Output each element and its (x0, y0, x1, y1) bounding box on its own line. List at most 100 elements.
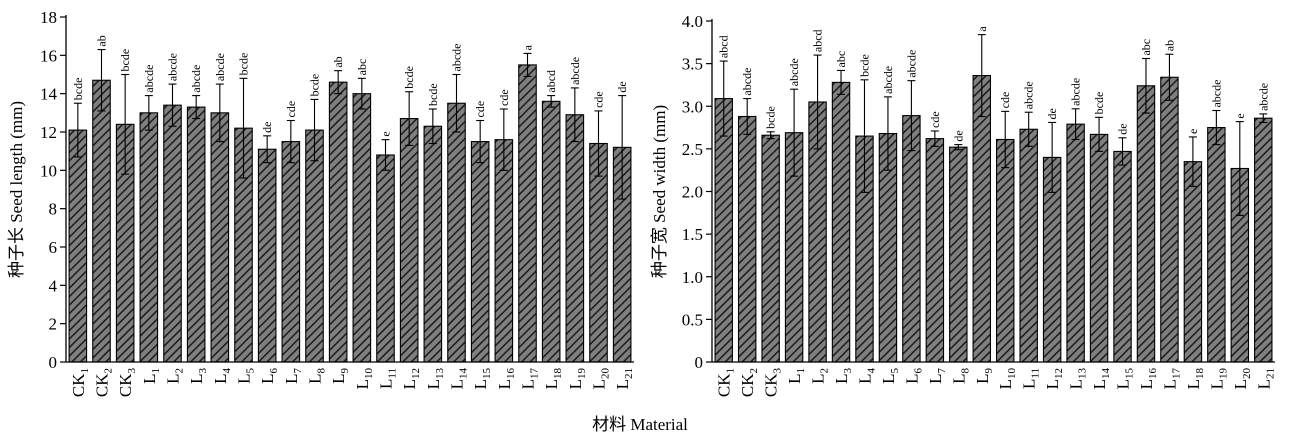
y-tick-label: 12 (40, 123, 57, 142)
significance-label: e (379, 131, 393, 136)
x-tick-subscript: 17 (529, 368, 541, 380)
x-tick-label: L6 (902, 368, 924, 384)
x-tick-main: L (164, 374, 183, 384)
significance-label: abcde (189, 65, 203, 93)
x-tick-label: L20 (1231, 368, 1253, 390)
bar (210, 112, 230, 363)
x-tick-label: L14 (448, 368, 470, 390)
significance-label: abcde (740, 68, 754, 96)
significance-label: abcde (1022, 81, 1036, 109)
significance-label: cde (473, 101, 487, 118)
y-axis-label: 种子宽 Seed width (mm) (650, 105, 669, 278)
x-tick-main: CK (738, 373, 757, 397)
x-tick-main: L (424, 379, 443, 389)
bar (565, 114, 585, 363)
x-tick-main: L (1043, 379, 1062, 389)
x-tick-main: L (1114, 379, 1133, 389)
x-tick-subscript: 4 (221, 368, 233, 374)
x-tick-label: L10 (996, 368, 1018, 390)
x-tick-label: CK2 (738, 368, 760, 397)
x-tick-main: CK (762, 373, 781, 397)
x-tick-label: L16 (495, 368, 517, 390)
significance-label: bcde (764, 106, 778, 129)
x-tick-main: L (1067, 379, 1086, 389)
x-tick-subscript: 16 (505, 368, 517, 380)
bar (399, 118, 419, 363)
significance-label: bcde (402, 66, 416, 89)
x-tick-label: L5 (879, 368, 901, 384)
bar (163, 104, 182, 363)
x-tick-subscript: 19 (576, 368, 588, 380)
x-tick-label: L17 (1160, 368, 1182, 390)
x-tick-label: CK2 (93, 368, 115, 397)
x-tick-subscript: 14 (458, 368, 470, 380)
significance-label: bcde (71, 78, 85, 101)
bar (1254, 117, 1273, 363)
x-tick-label: L10 (353, 368, 375, 390)
x-tick-label: L20 (590, 368, 612, 390)
x-tick-main: L (902, 374, 921, 384)
x-tick-main: L (471, 379, 490, 389)
common-x-axis-label: 材料 Material (592, 415, 688, 434)
x-tick-subscript: 1 (795, 368, 807, 374)
x-tick-label: L12 (1043, 368, 1065, 389)
x-tick-label: L12 (400, 368, 422, 389)
x-tick-main: L (832, 374, 851, 384)
y-axis-label: 种子长 Seed length (mm) (7, 101, 26, 278)
bar (281, 141, 301, 363)
x-tick-label: L9 (329, 368, 351, 384)
bar (139, 112, 159, 363)
x-tick-main: L (566, 379, 585, 389)
x-tick-main: L (400, 379, 419, 389)
bar (1207, 127, 1226, 363)
significance-label: de (1045, 108, 1059, 119)
x-tick-subscript: 20 (600, 368, 612, 380)
x-tick-main: L (973, 374, 992, 384)
bar (1183, 161, 1203, 363)
bar (352, 93, 372, 363)
significance-label: ab (1162, 40, 1176, 51)
x-tick-subscript: 2 (748, 368, 760, 374)
bar (518, 64, 537, 363)
x-tick-subscript: 7 (292, 368, 304, 374)
y-tick-label: 2.0 (682, 183, 703, 202)
x-tick-label: CK1 (715, 368, 737, 397)
x-tick-subscript: 3 (842, 368, 854, 374)
bar (831, 81, 851, 363)
x-tick-label: L11 (377, 368, 399, 389)
x-tick-subscript: 12 (1053, 368, 1065, 379)
x-tick-label: L2 (809, 368, 831, 384)
x-tick-label: L17 (519, 368, 541, 390)
x-tick-main: L (187, 374, 206, 384)
x-tick-main: L (613, 379, 632, 389)
x-tick-subscript: 1 (725, 368, 737, 374)
x-tick-main: L (1184, 379, 1203, 389)
x-tick-main: L (1207, 379, 1226, 389)
x-tick-label: L18 (542, 368, 564, 390)
x-tick-label: L2 (164, 368, 186, 384)
bar (376, 154, 395, 363)
x-tick-subscript: 7 (936, 368, 948, 374)
x-tick-label: L21 (1254, 368, 1276, 389)
x-tick-subscript: 20 (1241, 368, 1253, 380)
bar (972, 75, 992, 363)
bar (305, 129, 324, 363)
y-tick-label: 3.5 (682, 55, 703, 74)
x-tick-label: L4 (211, 368, 233, 384)
x-tick-label: L1 (785, 368, 807, 384)
significance-label: cde (284, 101, 298, 118)
x-tick-label: L11 (1020, 368, 1042, 389)
x-tick-main: CK (93, 373, 112, 397)
y-tick-label: 8 (49, 200, 58, 219)
bar (1160, 76, 1179, 363)
x-tick-main: L (235, 374, 254, 384)
significance-label: abcde (787, 58, 801, 86)
x-tick-label: L8 (306, 368, 328, 384)
x-tick-label: L5 (235, 368, 257, 384)
bar (470, 141, 490, 363)
significance-label: de (615, 81, 629, 92)
y-tick-label: 0.5 (682, 310, 703, 329)
y-tick-label: 16 (40, 46, 57, 65)
x-tick-label: L19 (1207, 368, 1229, 390)
